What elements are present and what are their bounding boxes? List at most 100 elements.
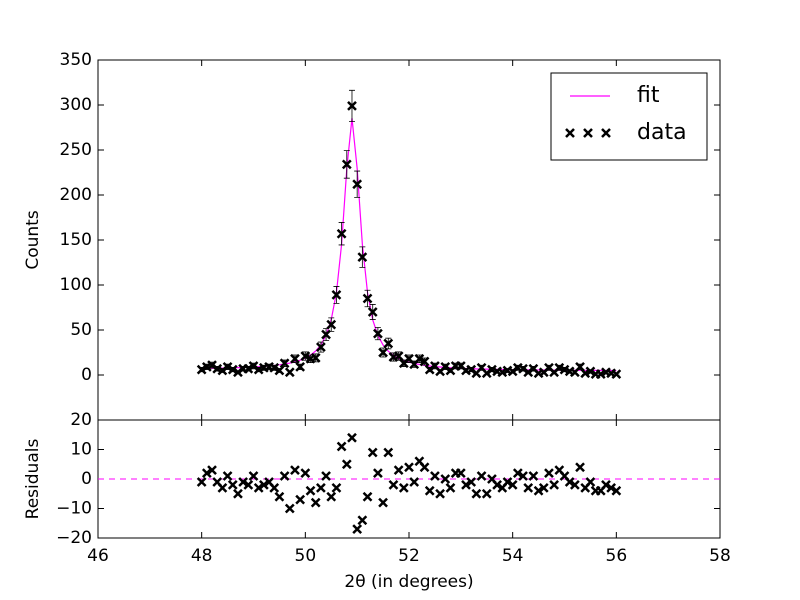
residual-point bbox=[575, 462, 585, 473]
residual-point bbox=[295, 494, 306, 505]
residual-point bbox=[435, 488, 445, 499]
data-point bbox=[222, 362, 233, 372]
y-axis-label: Counts bbox=[23, 210, 43, 269]
residual-point bbox=[217, 482, 228, 493]
y-tick-label: −10 bbox=[56, 499, 92, 519]
x-tick-label: 48 bbox=[191, 546, 213, 566]
residual-point bbox=[373, 468, 383, 478]
x-tick-label: 46 bbox=[87, 546, 109, 566]
legend-label: data bbox=[637, 120, 687, 145]
y-tick-label: 10 bbox=[70, 440, 92, 460]
residual-point bbox=[248, 471, 259, 481]
residual-point bbox=[279, 471, 290, 481]
data-point bbox=[362, 293, 373, 304]
data-point bbox=[414, 353, 425, 364]
legend-marker bbox=[601, 128, 611, 138]
residual-point bbox=[601, 480, 611, 490]
residual-point bbox=[284, 503, 295, 514]
residual-point bbox=[481, 488, 492, 499]
data-point bbox=[393, 351, 404, 361]
data-point bbox=[315, 342, 326, 352]
residual-point bbox=[341, 459, 352, 470]
residual-point bbox=[383, 447, 394, 458]
data-point bbox=[310, 353, 321, 363]
residual-point bbox=[507, 480, 518, 490]
y-tick-label: 350 bbox=[60, 50, 92, 70]
legend-box bbox=[550, 72, 708, 161]
residual-point bbox=[523, 482, 534, 493]
residual-point bbox=[336, 441, 347, 452]
residual-point bbox=[544, 468, 554, 478]
residual-point bbox=[238, 477, 249, 487]
residual-point bbox=[564, 477, 575, 487]
data-point bbox=[295, 362, 306, 372]
residual-point bbox=[243, 480, 254, 490]
y-tick-label: 250 bbox=[60, 140, 92, 160]
residual-point bbox=[305, 485, 316, 496]
data-point bbox=[352, 179, 363, 190]
residual-point bbox=[201, 468, 212, 478]
data-point bbox=[367, 307, 378, 317]
residual-point bbox=[502, 477, 513, 487]
residual-point bbox=[518, 471, 528, 481]
residual-point bbox=[315, 482, 326, 493]
x-tick-label: 54 bbox=[502, 546, 524, 566]
residual-point bbox=[585, 477, 596, 487]
data-point bbox=[336, 228, 347, 239]
y-axis-label: Residuals bbox=[23, 439, 43, 520]
residual-point bbox=[606, 482, 617, 493]
residual-point bbox=[424, 485, 435, 496]
data-point bbox=[585, 366, 596, 377]
residual-point bbox=[419, 462, 430, 473]
data-point bbox=[290, 353, 300, 364]
residual-point bbox=[258, 480, 269, 490]
data-point bbox=[269, 362, 280, 373]
data-point bbox=[347, 101, 357, 111]
data-point bbox=[300, 351, 311, 361]
residual-point bbox=[269, 482, 280, 493]
residual-point bbox=[222, 471, 233, 481]
residual-point bbox=[533, 485, 544, 496]
residual-point bbox=[455, 468, 466, 478]
residual-point bbox=[207, 465, 217, 476]
residual-point bbox=[471, 488, 482, 499]
x-tick-label: 58 bbox=[709, 546, 731, 566]
data-point bbox=[196, 364, 207, 375]
data-point bbox=[419, 356, 430, 367]
y-tick-label: 0 bbox=[81, 365, 92, 385]
legend-marker bbox=[565, 128, 575, 138]
residual-point bbox=[300, 468, 311, 478]
y-tick-label: 300 bbox=[60, 95, 92, 115]
residual-point bbox=[398, 482, 409, 493]
data-point bbox=[274, 365, 285, 376]
data-point bbox=[284, 367, 295, 378]
x-tick-label: 52 bbox=[398, 546, 420, 566]
residual-point bbox=[404, 462, 414, 473]
residual-point bbox=[461, 480, 471, 490]
x-tick-label: 50 bbox=[295, 546, 317, 566]
residual-point bbox=[528, 471, 539, 481]
residual-point bbox=[227, 480, 238, 490]
data-point bbox=[321, 329, 331, 340]
residual-point bbox=[611, 485, 622, 496]
residual-point bbox=[347, 432, 357, 443]
y-tick-label: −20 bbox=[56, 528, 92, 548]
y-tick-label: 0 bbox=[81, 469, 92, 489]
x-axis-label: 2θ (in degrees) bbox=[344, 572, 473, 592]
residual-point bbox=[362, 491, 373, 502]
residual-point bbox=[367, 447, 378, 458]
residual-point bbox=[352, 524, 363, 535]
residual-point bbox=[409, 477, 420, 487]
data-point bbox=[378, 347, 388, 358]
y-tick-label: 100 bbox=[60, 275, 92, 295]
data-point bbox=[383, 338, 394, 349]
data-point bbox=[243, 363, 254, 374]
data-point bbox=[279, 358, 290, 369]
residual-point bbox=[538, 482, 549, 493]
residual-point bbox=[233, 488, 243, 499]
data-point bbox=[227, 364, 238, 375]
y-tick-label: 200 bbox=[60, 185, 92, 205]
residual-point bbox=[378, 497, 388, 508]
residual-point bbox=[445, 482, 456, 493]
